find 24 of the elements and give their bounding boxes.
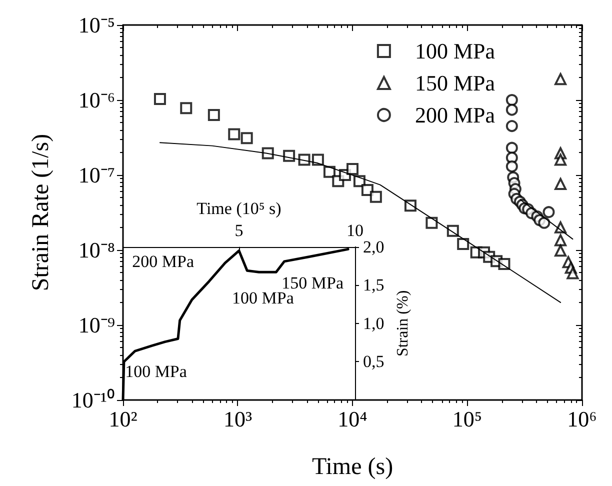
legend-label: 100 MPa <box>414 38 496 64</box>
legend-label: 200 MPa <box>414 102 496 128</box>
x-tick-label: 5 <box>234 220 244 240</box>
x-axis-title: Time (10⁵ s) <box>196 199 282 218</box>
x-tick-label: 10 <box>346 220 364 240</box>
y-tick-label: 2,0 <box>363 237 384 256</box>
y-tick-label: 0,5 <box>363 352 384 372</box>
x-tick-label: 10⁵ <box>452 406 482 432</box>
annotation: 200 MPa <box>132 252 194 271</box>
y-axis-title: Strain Rate (1/s) <box>28 134 54 292</box>
annotation: 100 MPa <box>125 362 188 382</box>
y-tick-label: 10⁻⁶ <box>78 88 115 112</box>
y-axis-title: Strain (%) <box>394 290 412 357</box>
legend-label: 150 MPa <box>414 70 496 96</box>
x-tick-label: 10⁴ <box>338 406 368 432</box>
y-tick-label: 1,5 <box>363 276 384 295</box>
y-tick-label: 10⁻⁷ <box>78 162 115 188</box>
y-tick-label: 10⁻⁵ <box>78 12 115 38</box>
y-tick-label: 1,0 <box>363 314 384 333</box>
x-axis-title: Time (s) <box>312 454 394 480</box>
y-tick-label: 10⁻⁸ <box>78 238 115 262</box>
x-tick-label: 10⁶ <box>567 406 597 432</box>
y-tick-label: 10⁻⁹ <box>78 312 116 338</box>
x-tick-label: 10³ <box>223 406 252 432</box>
